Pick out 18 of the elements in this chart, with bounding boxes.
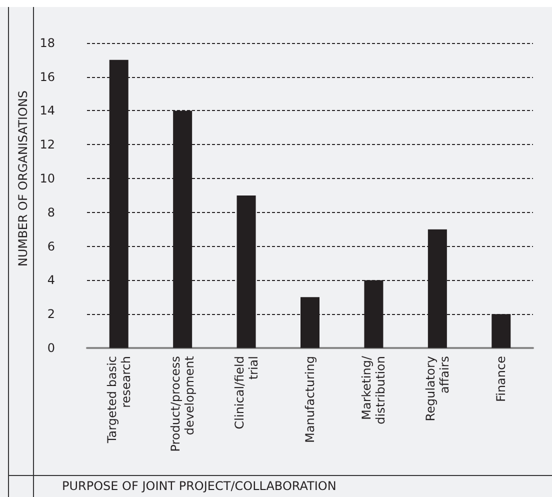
y-tick-label: 10 xyxy=(40,172,55,186)
x-tick-label: Finance xyxy=(494,356,508,402)
x-tick-label: Manufacturing xyxy=(303,356,317,443)
x-tick-label: Targeted basic research xyxy=(104,356,133,444)
y-tick-label: 2 xyxy=(47,307,55,322)
y-tick-label: 18 xyxy=(40,36,55,50)
x-tick-label: Regulatory affairs xyxy=(423,356,452,422)
y-tick-label: 14 xyxy=(40,104,55,118)
y-axis-title: NUMBER OF ORGANISATIONS xyxy=(16,90,30,267)
x-tick-label: Marketing/ distribution xyxy=(360,355,388,424)
y-tick-label: 8 xyxy=(47,205,55,220)
x-tick-label: Clinical/field trial xyxy=(232,356,260,430)
y-tick-label: 12 xyxy=(40,138,55,152)
y-tick-label: 0 xyxy=(47,341,55,355)
x-axis-title: PURPOSE OF JOINT PROJECT/COLLABORATION xyxy=(62,479,336,493)
y-tick-label: 4 xyxy=(47,273,55,288)
y-tick-label: 16 xyxy=(40,70,55,84)
y-tick-label: 6 xyxy=(47,239,55,254)
